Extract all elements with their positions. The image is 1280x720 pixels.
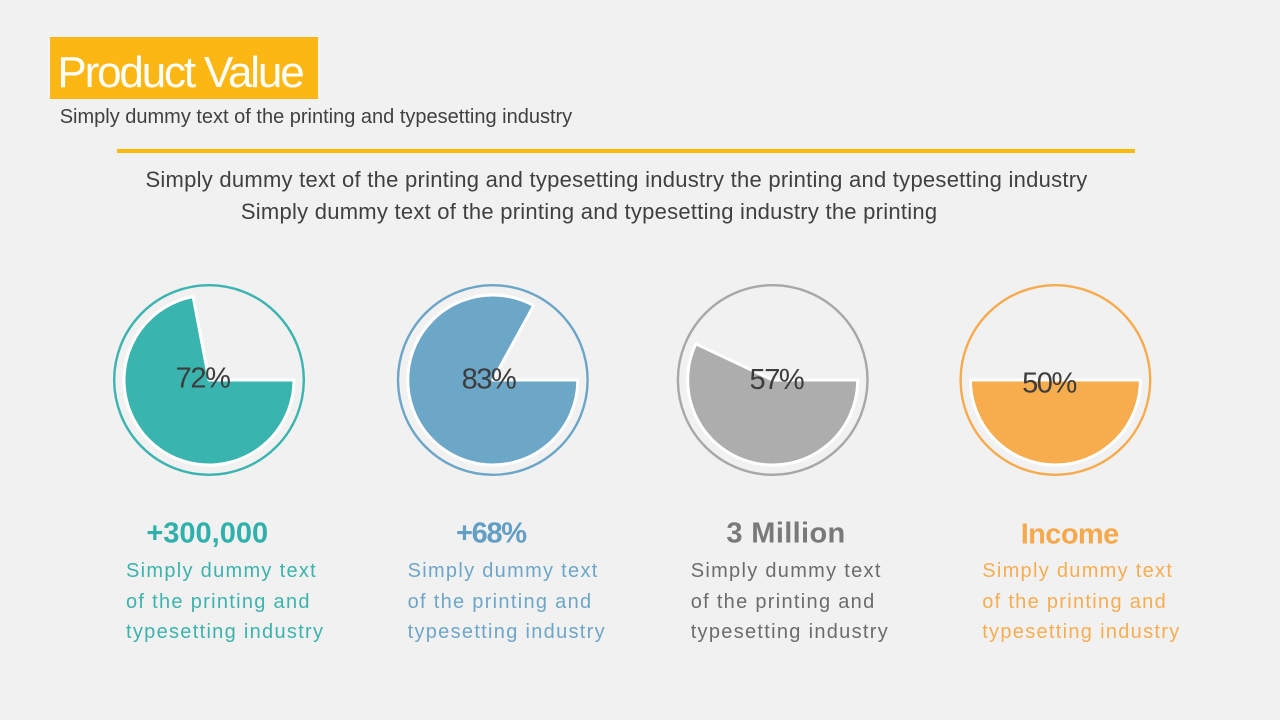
svg-text:Income: Income [1021, 518, 1119, 550]
svg-text:3 Million: 3 Million [726, 518, 845, 550]
svg-text:+68%: +68% [456, 518, 527, 550]
svg-text:83%: 83% [462, 363, 516, 395]
svg-text:72%: 72% [176, 363, 230, 395]
svg-text:+300,000: +300,000 [146, 518, 268, 550]
svg-text:50%: 50% [1022, 368, 1076, 400]
svg-text:57%: 57% [749, 364, 803, 396]
